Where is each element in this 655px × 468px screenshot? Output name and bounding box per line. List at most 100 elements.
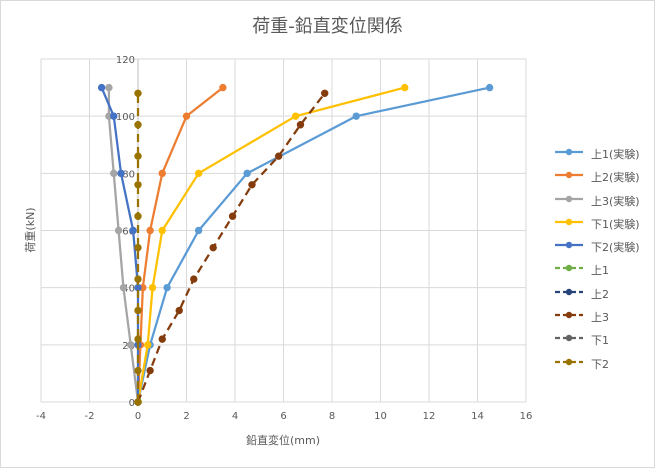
data-point <box>194 169 203 178</box>
data-point <box>274 152 283 160</box>
legend-swatch <box>555 148 583 156</box>
x-axis-title: 鉛直変位(mm) <box>245 434 321 447</box>
x-tick-label: -2 <box>85 411 95 422</box>
data-point <box>129 226 137 235</box>
data-point <box>97 83 106 92</box>
data-point <box>134 366 142 375</box>
data-point <box>134 121 142 129</box>
data-point <box>134 181 142 189</box>
series-line <box>136 86 490 403</box>
data-point <box>105 83 113 92</box>
legend-label: 上3(実験) <box>591 194 640 208</box>
y-tick-label: 40 <box>122 284 135 295</box>
data-point <box>134 243 142 252</box>
legend-swatch <box>555 358 583 365</box>
legend-swatch-marker <box>565 288 573 295</box>
legend-label: 上1 <box>591 264 609 278</box>
x-tick-label: 10 <box>374 411 387 422</box>
data-point <box>296 121 305 129</box>
legend-label: 上2 <box>591 287 609 301</box>
data-point <box>194 226 203 235</box>
data-point <box>158 169 166 178</box>
x-tick-label: 16 <box>520 411 533 422</box>
x-tick-label: 2 <box>183 411 189 422</box>
y-tick-label: 100 <box>116 112 135 123</box>
legend-label: 下1 <box>591 334 609 348</box>
data-point <box>291 112 300 120</box>
x-tick-label: -4 <box>36 411 46 422</box>
y-tick-label: 0 <box>129 398 135 409</box>
data-point <box>146 366 154 375</box>
legend-swatch <box>555 218 583 226</box>
legend-swatch-marker <box>565 265 573 272</box>
legend-label: 下2 <box>591 357 609 371</box>
data-point <box>248 181 256 189</box>
legend-label: 上1(実験) <box>591 148 640 161</box>
chart-title: 荷重-鉛直変位関係 <box>252 16 403 37</box>
legend-label: 下1(実験) <box>591 217 640 231</box>
legend-swatch-marker <box>565 241 573 249</box>
data-point <box>110 169 118 178</box>
data-point <box>163 283 171 292</box>
legend-swatch <box>555 288 583 295</box>
data-point <box>134 398 142 406</box>
legend-swatch <box>555 172 583 179</box>
data-point <box>228 212 237 220</box>
data-point <box>144 341 152 349</box>
legend-swatch-marker <box>565 172 573 179</box>
data-point <box>134 306 142 315</box>
data-point <box>158 226 166 235</box>
data-point <box>110 112 118 120</box>
data-point <box>117 169 125 178</box>
data-point <box>134 212 142 220</box>
legend-swatch <box>555 311 583 319</box>
x-tick-label: 4 <box>232 411 238 422</box>
data-point <box>134 89 142 98</box>
data-point <box>127 341 135 349</box>
data-point <box>134 283 142 292</box>
legend-label: 上2(実験) <box>591 171 640 185</box>
x-tick-label: 6 <box>280 411 286 422</box>
data-point <box>148 283 157 292</box>
data-point <box>182 112 191 120</box>
y-tick-label: 80 <box>122 169 135 180</box>
data-point <box>401 83 409 92</box>
legend-swatch <box>555 195 583 202</box>
legend-swatch-marker <box>565 311 573 319</box>
series-line <box>136 92 326 403</box>
data-point <box>219 83 227 92</box>
data-point <box>146 226 154 235</box>
data-point <box>114 226 123 235</box>
legend-swatch-marker <box>565 148 573 156</box>
data-point <box>119 283 128 292</box>
legend-swatch <box>555 335 583 342</box>
y-tick-label: 120 <box>116 55 135 66</box>
legend-swatch-marker <box>565 358 573 365</box>
series-line <box>136 86 224 403</box>
x-tick-label: 0 <box>135 411 141 422</box>
data-point <box>134 275 142 283</box>
legend-swatch <box>555 241 583 249</box>
x-tick-label: 8 <box>329 411 335 422</box>
data-point <box>134 335 142 343</box>
legend-label: 上3 <box>591 311 609 325</box>
data-point <box>175 306 183 315</box>
data-point <box>134 152 142 160</box>
legend-swatch-marker <box>565 335 573 342</box>
data-point <box>321 89 329 98</box>
data-point <box>243 169 251 178</box>
x-tick-label: 14 <box>471 411 484 422</box>
legend-swatch <box>555 265 583 272</box>
legend-swatch-marker <box>565 218 573 226</box>
data-point <box>209 243 217 252</box>
data-point <box>158 335 166 343</box>
legend-label: 下2(実験) <box>591 241 640 255</box>
x-tick-label: 12 <box>423 411 436 422</box>
data-point <box>485 83 494 92</box>
data-point <box>352 112 360 120</box>
legend-swatch-marker <box>565 195 573 202</box>
data-point <box>190 275 198 283</box>
y-tick-label: 60 <box>122 227 135 238</box>
